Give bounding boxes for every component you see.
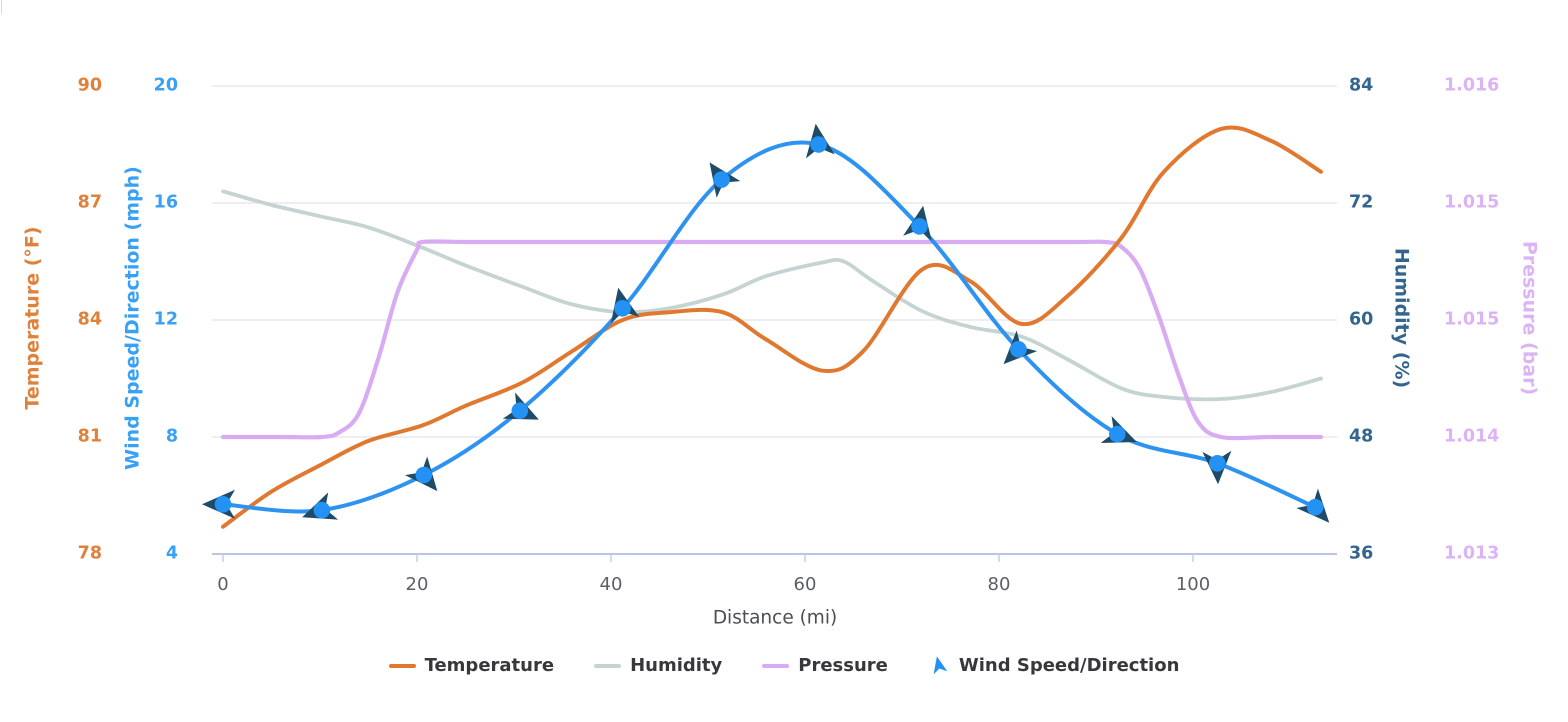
legend-label-pressure: Pressure: [798, 655, 888, 676]
humidity-tick: 48: [1349, 426, 1374, 447]
x-tick: 100: [1175, 574, 1211, 595]
legend-item-temperature[interactable]: Temperature: [388, 655, 555, 676]
window-edge: [1, 0, 2, 14]
wind-direction-marker: [709, 162, 741, 198]
wind-direction-marker: [1296, 488, 1330, 523]
temperature-tick: 90: [77, 75, 102, 96]
x-tick: 80: [987, 574, 1011, 595]
wind-tick: 20: [153, 75, 178, 96]
x-axis-title: Distance (mi): [712, 607, 838, 629]
pressure-tick: 1.013: [1444, 543, 1500, 564]
wind-direction-marker: [1202, 450, 1232, 485]
wind-direction-marker: [1100, 416, 1137, 444]
humidity-tick: 84: [1349, 75, 1374, 96]
wind-tick: 8: [165, 426, 178, 447]
temperature-tick: 87: [77, 192, 102, 213]
humidity-tick: 36: [1349, 543, 1374, 564]
wind-tick: 4: [165, 543, 178, 564]
wind-arrow-icon: [933, 656, 948, 675]
legend-item-pressure[interactable]: Pressure: [762, 657, 888, 675]
wind-direction-marker: [404, 456, 438, 492]
wind-tick: 12: [153, 309, 178, 330]
chart-legend: Temperature Humidity Pressure Wind Speed…: [0, 655, 1568, 677]
legend-item-wind[interactable]: Wind Speed/Direction: [928, 655, 1180, 677]
pressure-tick: 1.015: [1444, 309, 1500, 330]
temperature-tick: 84: [77, 309, 102, 330]
pressure-tick: 1.014: [1444, 426, 1500, 447]
humidity-swatch-icon: [594, 664, 622, 668]
wind-direction-marker: [805, 123, 835, 159]
temperature-swatch-icon: [388, 664, 416, 668]
wind-direction-marker: [1003, 330, 1038, 365]
wind-direction-marker: [903, 205, 932, 241]
humidity-tick: 72: [1349, 192, 1374, 213]
wind-tick: 16: [153, 192, 178, 213]
wind-direction-marker: [202, 489, 235, 519]
legend-label-humidity: Humidity: [630, 655, 723, 676]
legend-label-wind: Wind Speed/Direction: [958, 655, 1180, 676]
x-tick: 60: [793, 574, 817, 595]
series-line-humidity: [221, 189, 1323, 402]
wind-direction-marker: [302, 492, 339, 520]
series-line-temperature: [221, 125, 1323, 529]
temperature-tick: 78: [77, 543, 102, 564]
pressure-swatch-icon: [762, 664, 790, 668]
pressure-tick: 1.016: [1444, 75, 1500, 96]
legend-item-humidity[interactable]: Humidity: [594, 657, 722, 675]
wind-direction-marker: [502, 392, 539, 420]
x-tick: 0: [217, 574, 229, 595]
x-tick: 40: [599, 574, 623, 595]
humidity-tick: 60: [1349, 309, 1374, 330]
legend-label-temperature: Temperature: [424, 655, 555, 676]
wind-direction-marker: [610, 287, 640, 324]
pressure-tick: 1.015: [1444, 192, 1500, 213]
x-tick: 20: [405, 574, 429, 595]
series-line-pressure: [220, 239, 1324, 441]
temperature-tick: 81: [77, 426, 102, 447]
